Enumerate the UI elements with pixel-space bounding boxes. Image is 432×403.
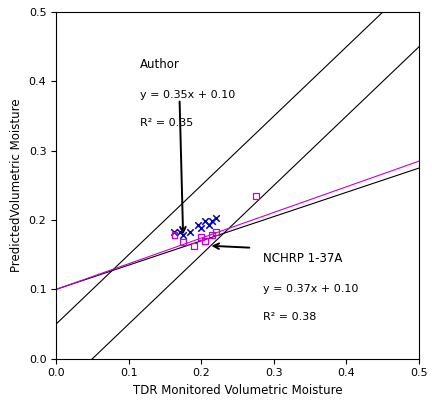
Point bbox=[252, 193, 259, 199]
Point bbox=[171, 229, 178, 235]
Point bbox=[187, 229, 194, 235]
Point bbox=[191, 243, 197, 249]
Point bbox=[213, 215, 219, 221]
Text: R² = 0.35: R² = 0.35 bbox=[140, 118, 193, 128]
Point bbox=[213, 229, 219, 235]
Point bbox=[201, 218, 208, 224]
Point bbox=[198, 234, 205, 241]
Point bbox=[209, 218, 216, 224]
Point bbox=[194, 222, 201, 228]
Point bbox=[198, 225, 205, 232]
Text: R² = 0.38: R² = 0.38 bbox=[263, 312, 316, 322]
Point bbox=[205, 222, 212, 228]
Point bbox=[180, 232, 187, 239]
X-axis label: TDR Monitored Volumetric Moisture: TDR Monitored Volumetric Moisture bbox=[133, 384, 343, 397]
Y-axis label: PredictedVolumetric Moisture: PredictedVolumetric Moisture bbox=[10, 99, 23, 272]
Point bbox=[209, 232, 216, 239]
Text: y = 0.35x + 0.10: y = 0.35x + 0.10 bbox=[140, 90, 235, 100]
Point bbox=[201, 238, 208, 244]
Point bbox=[176, 229, 183, 235]
Point bbox=[180, 239, 187, 245]
Text: NCHRP 1-37A: NCHRP 1-37A bbox=[263, 252, 343, 265]
Point bbox=[171, 232, 178, 239]
Text: Author: Author bbox=[140, 58, 180, 71]
Text: y = 0.37x + 0.10: y = 0.37x + 0.10 bbox=[263, 284, 359, 294]
